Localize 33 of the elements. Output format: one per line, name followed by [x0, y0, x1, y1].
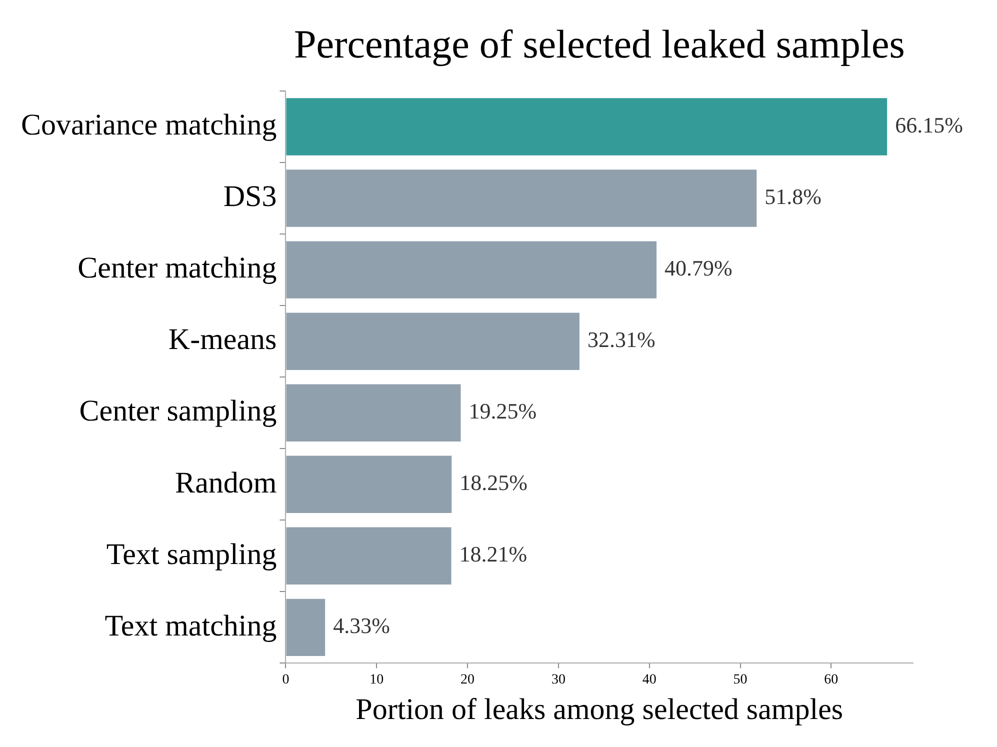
y-tick-label: DS3 [223, 180, 277, 214]
y-tick-label: Text matching [104, 609, 277, 642]
x-axis-title: Portion of leaks among selected samples [356, 692, 844, 726]
x-tick-label: 40 [642, 672, 656, 688]
data-label: 19.25% [468, 398, 537, 424]
bar [286, 98, 888, 156]
data-label: 32.31% [587, 327, 656, 352]
y-tick-label: Covariance matching [21, 108, 277, 142]
y-tick-label: Random [175, 466, 277, 500]
x-tick-label: 50 [733, 672, 748, 688]
data-label: 40.79% [664, 256, 732, 281]
bar [286, 598, 326, 656]
x-tick-label: 10 [370, 672, 384, 688]
x-tick-label: 60 [824, 672, 838, 688]
y-tick-label: K-means [168, 323, 277, 356]
data-label: 18.25% [460, 470, 528, 496]
y-tick-label: Center sampling [79, 394, 277, 428]
chart-title: Percentage of selected leaked samples [294, 22, 905, 66]
x-tick-label: 20 [460, 672, 475, 688]
bar [286, 456, 452, 513]
data-label: 51.8% [764, 184, 822, 210]
bar [286, 527, 452, 585]
y-tick-label: Text sampling [106, 538, 277, 571]
data-label: 4.33% [333, 613, 390, 638]
bar [286, 170, 757, 227]
x-tick-label: 30 [551, 672, 566, 688]
data-label: 18.21% [459, 542, 528, 567]
data-label: 66.15% [895, 112, 963, 138]
bar [286, 241, 657, 298]
x-tick-label: 0 [282, 672, 290, 688]
bar [286, 312, 580, 370]
y-tick-label: Center matching [78, 252, 277, 285]
bar [286, 384, 461, 442]
